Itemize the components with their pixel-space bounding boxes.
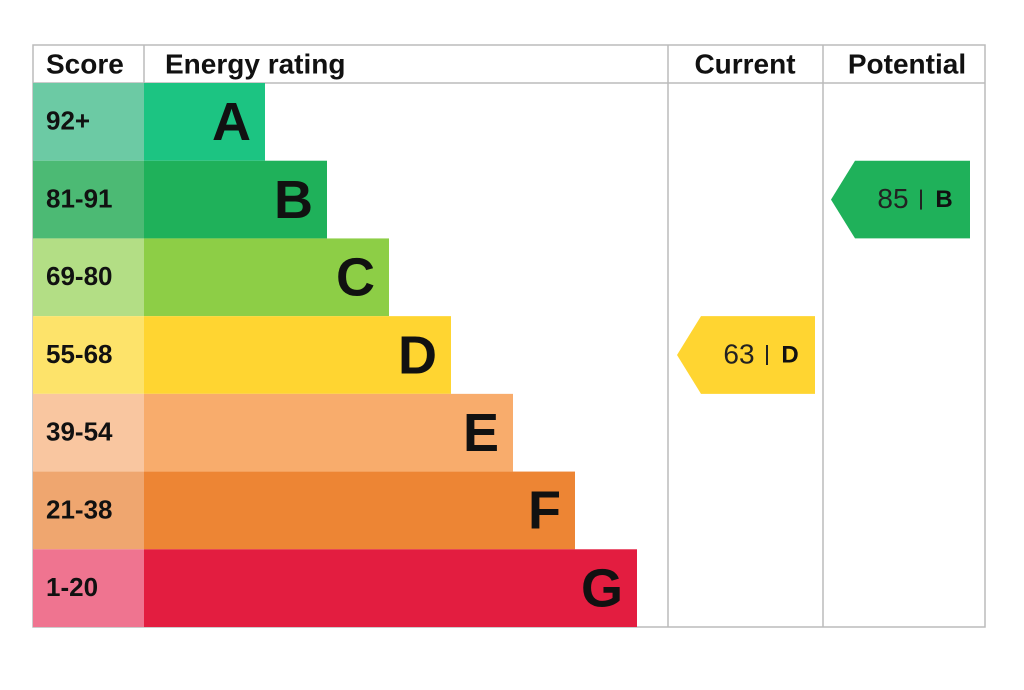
rating-bar <box>144 471 575 550</box>
header-current: Current <box>694 48 795 79</box>
score-range: 21-38 <box>46 494 113 524</box>
rating-letter: F <box>528 481 561 541</box>
score-cell <box>33 393 144 472</box>
score-range: 81-91 <box>46 183 113 213</box>
score-cell <box>33 549 144 627</box>
score-cell <box>33 471 144 550</box>
current-score: 63 <box>723 338 754 369</box>
rating-letter: E <box>463 403 499 463</box>
score-cell <box>33 160 144 239</box>
rating-letter: D <box>398 325 437 385</box>
rating-bar <box>144 238 389 317</box>
rating-bar <box>144 549 637 627</box>
rating-bar <box>144 316 451 394</box>
current-arrow <box>677 316 815 394</box>
rating-letter: B <box>274 170 313 230</box>
score-cell <box>33 238 144 317</box>
header-score: Score <box>46 48 124 79</box>
header-rating: Energy rating <box>165 48 345 79</box>
rating-letter: G <box>581 558 623 618</box>
rating-bar <box>144 83 265 161</box>
score-range: 1-20 <box>46 572 98 602</box>
potential-score: 85 <box>877 183 908 214</box>
potential-letter: B <box>935 186 952 213</box>
score-cell <box>33 316 144 394</box>
score-range: 69-80 <box>46 261 113 291</box>
rating-bar <box>144 160 327 239</box>
score-range: 55-68 <box>46 339 113 369</box>
score-range: 92+ <box>46 106 90 136</box>
score-cell <box>33 83 144 161</box>
current-letter: D <box>781 341 798 368</box>
header-potential: Potential <box>848 48 966 79</box>
rating-letter: C <box>336 248 375 308</box>
potential-arrow <box>831 160 970 239</box>
rating-letter: A <box>212 92 251 152</box>
score-range: 39-54 <box>46 417 113 447</box>
rating-bar <box>144 393 513 472</box>
